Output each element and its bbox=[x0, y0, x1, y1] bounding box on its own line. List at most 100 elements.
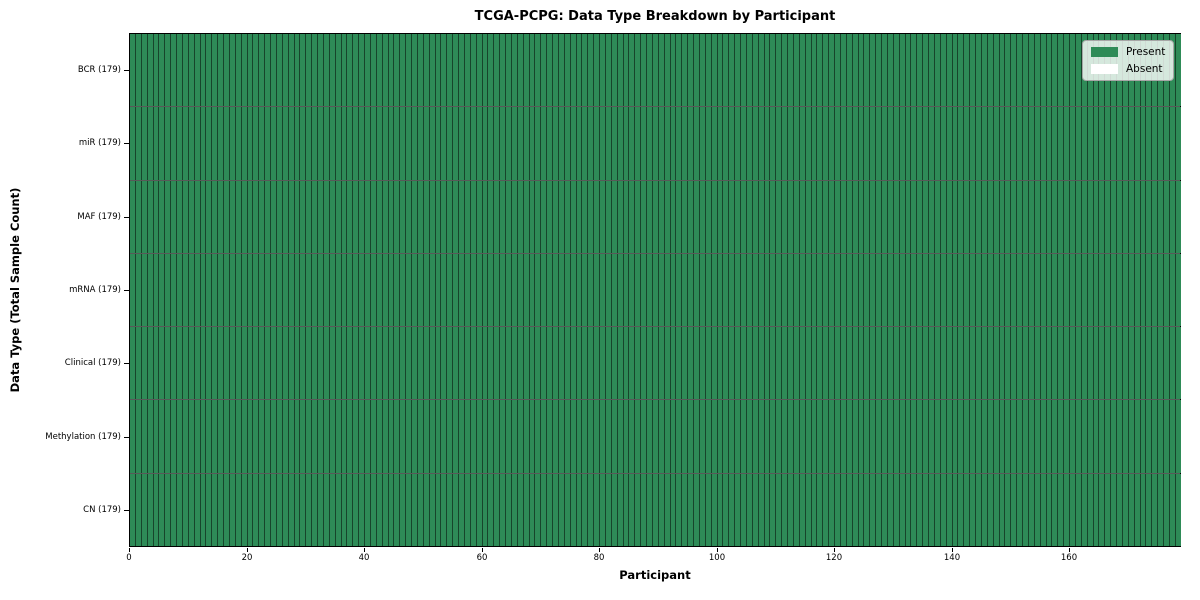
heatmap-cell bbox=[365, 400, 371, 473]
heatmap-cell bbox=[882, 253, 888, 327]
heatmap-cell bbox=[940, 253, 947, 327]
heatmap-cell bbox=[482, 253, 489, 327]
heatmap-cell bbox=[323, 180, 330, 253]
heatmap-cell bbox=[1111, 327, 1117, 400]
heatmap-cell bbox=[893, 327, 900, 400]
heatmap-cell bbox=[235, 34, 242, 107]
x-tick-mark bbox=[364, 548, 365, 552]
heatmap-cell bbox=[135, 400, 142, 473]
chart-title: TCGA-PCPG: Data Type Breakdown by Partic… bbox=[474, 9, 836, 24]
heatmap-cell bbox=[805, 473, 812, 546]
heatmap-cell bbox=[194, 473, 201, 546]
heatmap-cell bbox=[1064, 253, 1070, 327]
heatmap-cell bbox=[1158, 327, 1164, 400]
heatmap-cell bbox=[805, 327, 812, 400]
heatmap-cell bbox=[840, 473, 847, 546]
heatmap-cell bbox=[993, 180, 1000, 253]
heatmap-cell bbox=[993, 107, 1000, 180]
heatmap-cell bbox=[676, 253, 683, 327]
heatmap-cell bbox=[993, 327, 1000, 400]
heatmap-cell bbox=[788, 180, 794, 253]
heatmap-cell bbox=[635, 400, 642, 473]
heatmap-cell bbox=[370, 34, 377, 107]
y-tick-label: Clinical (179) bbox=[64, 358, 121, 368]
heatmap-cell bbox=[987, 180, 994, 253]
heatmap-cell bbox=[558, 327, 565, 400]
heatmap-cell bbox=[793, 327, 800, 400]
heatmap-cell bbox=[999, 473, 1006, 546]
heatmap-cell bbox=[934, 253, 941, 327]
heatmap-cell bbox=[1070, 34, 1076, 107]
heatmap-cell bbox=[882, 400, 888, 473]
heatmap-cell bbox=[670, 473, 677, 546]
heatmap-cell bbox=[1122, 107, 1129, 180]
heatmap-cell bbox=[817, 400, 824, 473]
heatmap-cell bbox=[588, 107, 595, 180]
heatmap-cell bbox=[300, 473, 307, 546]
heatmap-cell bbox=[347, 107, 354, 180]
heatmap-cell bbox=[323, 400, 330, 473]
heatmap-cell bbox=[229, 400, 236, 473]
heatmap-cell bbox=[870, 180, 877, 253]
heatmap-cell bbox=[658, 400, 665, 473]
heatmap-cell bbox=[717, 180, 724, 253]
heatmap-cell bbox=[694, 327, 700, 400]
heatmap-cell bbox=[218, 107, 224, 180]
heatmap-cell bbox=[470, 400, 477, 473]
heatmap-cell bbox=[623, 400, 630, 473]
heatmap-cell bbox=[388, 180, 395, 253]
heatmap-cell bbox=[858, 107, 865, 180]
heatmap-cell bbox=[194, 253, 201, 327]
heatmap-cell bbox=[705, 107, 712, 180]
heatmap-cell bbox=[171, 400, 177, 473]
heatmap-cell bbox=[464, 400, 471, 473]
heatmap-cell bbox=[347, 253, 354, 327]
heatmap-cell bbox=[464, 34, 471, 107]
heatmap-cell bbox=[852, 253, 859, 327]
heatmap-cell bbox=[523, 327, 530, 400]
heatmap-cell bbox=[247, 253, 254, 327]
heatmap-cell bbox=[923, 180, 929, 253]
heatmap-cell bbox=[547, 180, 553, 253]
heatmap-cell bbox=[553, 400, 559, 473]
heatmap-cell bbox=[940, 107, 947, 180]
heatmap-cell bbox=[1169, 180, 1176, 253]
heatmap-cell bbox=[582, 107, 589, 180]
heatmap-cell bbox=[335, 400, 342, 473]
heatmap-cell bbox=[558, 473, 565, 546]
heatmap-cell bbox=[741, 327, 747, 400]
heatmap-cell bbox=[282, 400, 289, 473]
heatmap-cell bbox=[588, 180, 595, 253]
heatmap-cell bbox=[746, 107, 753, 180]
heatmap-cell bbox=[752, 327, 759, 400]
heatmap-cell bbox=[635, 253, 642, 327]
heatmap-cell bbox=[235, 253, 242, 327]
heatmap-cell bbox=[605, 180, 612, 253]
heatmap-cell bbox=[1070, 107, 1076, 180]
heatmap-cell bbox=[723, 400, 730, 473]
heatmap-cell bbox=[447, 400, 454, 473]
heatmap-cell bbox=[858, 34, 865, 107]
heatmap-cell bbox=[958, 34, 965, 107]
heatmap-cell bbox=[917, 34, 924, 107]
heatmap-cell bbox=[282, 180, 289, 253]
heatmap-cell bbox=[517, 180, 524, 253]
heatmap-cell bbox=[1140, 107, 1147, 180]
heatmap-cell bbox=[893, 34, 900, 107]
heatmap-cell bbox=[341, 327, 348, 400]
heatmap-cell bbox=[788, 473, 794, 546]
heatmap-cell bbox=[194, 400, 201, 473]
heatmap-cell bbox=[130, 253, 136, 327]
heatmap-cell bbox=[705, 253, 712, 327]
heatmap-cell bbox=[758, 180, 765, 253]
heatmap-cell bbox=[353, 180, 360, 253]
heatmap-cell bbox=[893, 400, 900, 473]
heatmap-cell bbox=[594, 180, 600, 253]
heatmap-cell bbox=[353, 107, 360, 180]
heatmap-cell bbox=[417, 253, 424, 327]
heatmap-cell bbox=[846, 34, 853, 107]
heatmap-cell bbox=[793, 34, 800, 107]
heatmap-cell bbox=[876, 473, 882, 546]
heatmap-cell bbox=[835, 34, 841, 107]
heatmap-cell bbox=[905, 180, 912, 253]
